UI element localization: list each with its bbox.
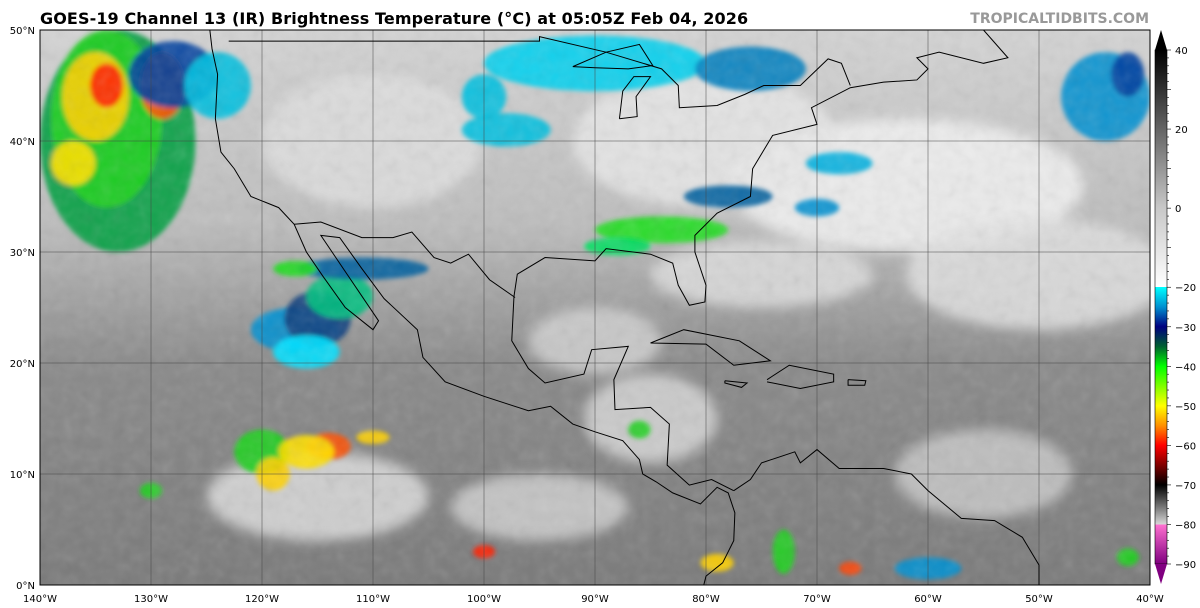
lat-label: 40°N	[10, 137, 35, 148]
border-us-mexico	[294, 221, 516, 298]
coastline-north-america-west	[209, 30, 736, 585]
colorbar-scale	[1154, 49, 1168, 565]
colorbar-tick-label: −60	[1175, 441, 1196, 452]
coastline-south-america	[733, 448, 1040, 585]
coastline-lake-michigan	[618, 76, 652, 120]
coastline-jamaica	[724, 380, 749, 388]
colorbar-tick-label: 40	[1175, 46, 1188, 57]
lat-label: 50°N	[10, 26, 35, 37]
lon-label: 60°W	[914, 594, 942, 605]
lon-label: 120°W	[245, 594, 279, 605]
border-us-canada	[228, 36, 851, 109]
colorbar-tick-label: −40	[1175, 362, 1196, 373]
colorbar-tick-label: 0	[1175, 204, 1181, 215]
colorbar-tick-label: −50	[1175, 402, 1196, 413]
map-title: GOES-19 Channel 13 (IR) Brightness Tempe…	[40, 9, 749, 28]
colorbar-tick-label: −90	[1175, 560, 1196, 571]
lat-label: 30°N	[10, 248, 35, 259]
colorbar-tick-label: −20	[1175, 283, 1196, 294]
lat-label: 20°N	[10, 359, 35, 370]
coastline-gulf-atlantic	[511, 30, 1009, 492]
coastline-puerto-rico	[847, 379, 867, 386]
coastline-lake-superior	[572, 43, 654, 70]
lon-label: 110°W	[356, 594, 390, 605]
lat-label: 10°N	[10, 470, 35, 481]
lon-label: 140°W	[23, 594, 57, 605]
colorbar: 40 20 0 −20 −30 −40 −50 −60 −70 −80 −90	[1154, 30, 1196, 584]
lon-label: 70°W	[803, 594, 831, 605]
colorbar-min-arrow	[1155, 564, 1167, 584]
lon-label: 80°W	[692, 594, 720, 605]
watermark: TROPICALTIDBITS.COM	[970, 11, 1149, 27]
lon-label: 100°W	[467, 594, 501, 605]
colorbar-tick-label: 20	[1175, 125, 1188, 136]
colorbar-tick-label: −30	[1175, 323, 1196, 334]
lat-label: 0°N	[16, 581, 35, 592]
colorbar-max-arrow	[1155, 30, 1167, 50]
lon-label: 90°W	[581, 594, 609, 605]
lon-label: 40°W	[1136, 594, 1164, 605]
coastline-hispaniola	[766, 364, 835, 390]
colorbar-tick-label: −80	[1175, 520, 1196, 531]
map-frame	[39, 29, 1151, 586]
coastline-cuba	[650, 329, 772, 366]
lon-label: 50°W	[1025, 594, 1053, 605]
colorbar-tick-label: −70	[1175, 481, 1196, 492]
lon-label: 130°W	[134, 594, 168, 605]
